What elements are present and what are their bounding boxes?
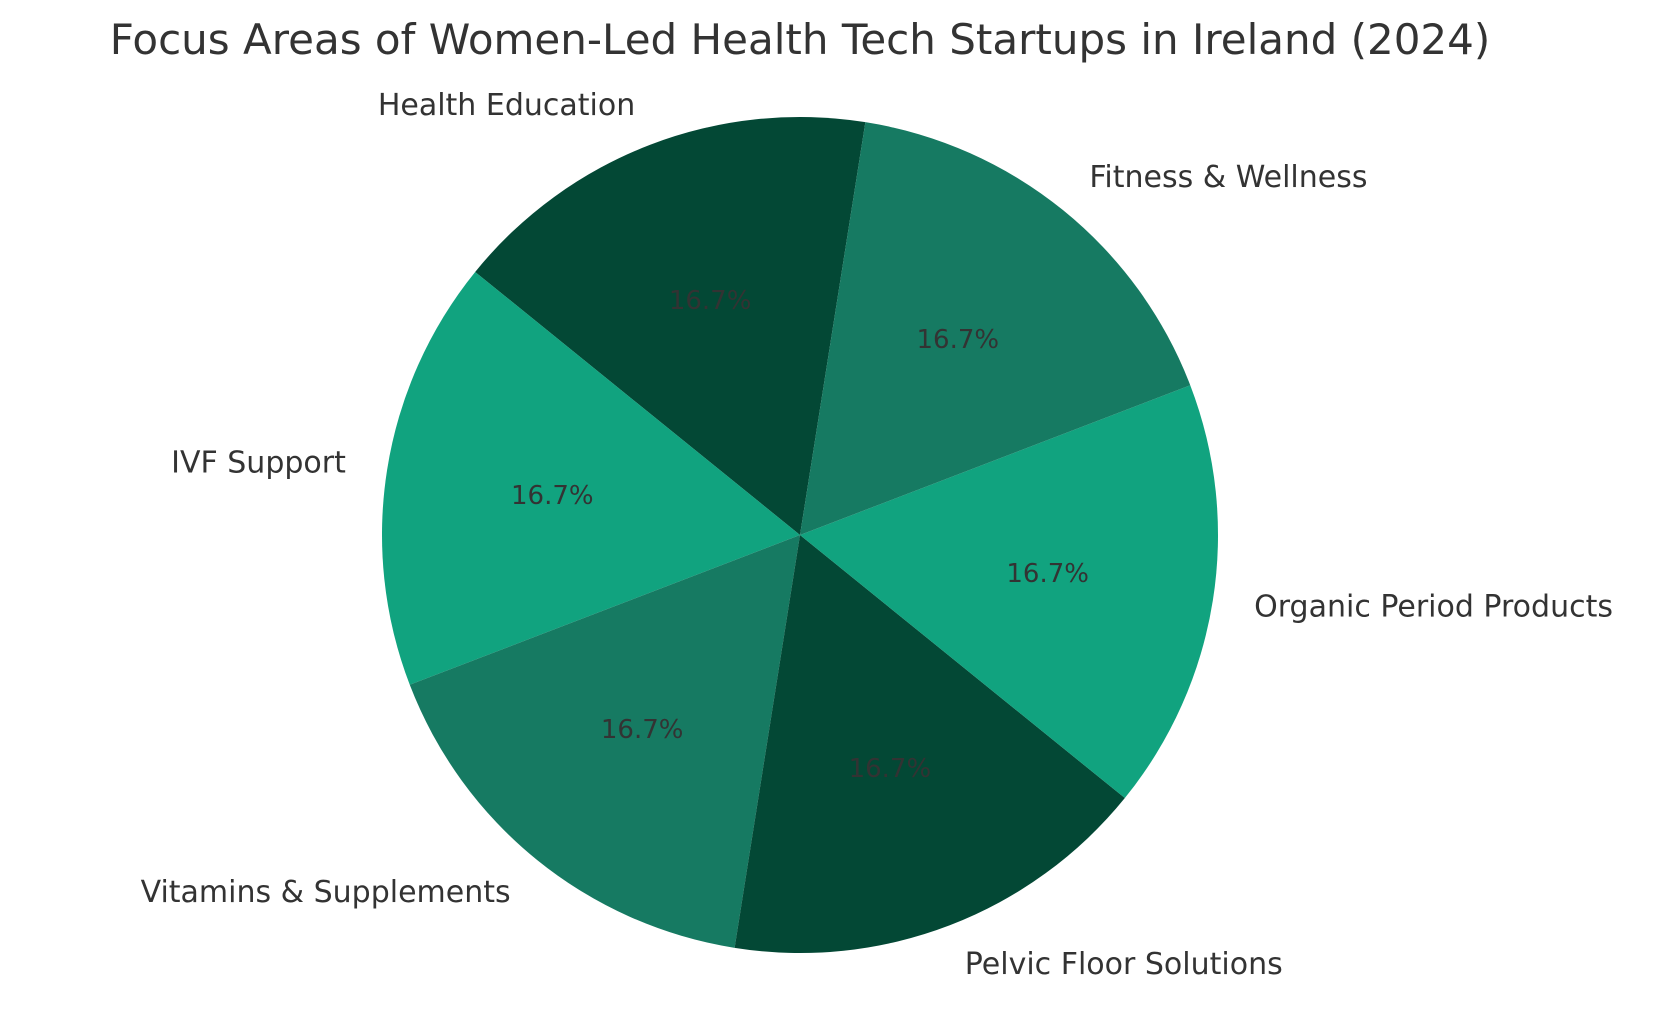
pie-slices: [381, 117, 1219, 953]
category-label-ivf-support: IVF Support: [171, 446, 346, 481]
category-label-health-education: Health Education: [378, 88, 635, 123]
percent-label-ivf-support: 16.7%: [511, 481, 594, 511]
percent-label-pelvic-floor-solutions: 16.7%: [849, 754, 932, 784]
pie-slice-fitness-and-wellness: [800, 122, 1191, 536]
percent-label-organic-period-products: 16.7%: [1006, 559, 1089, 589]
category-label-organic-period-products: Organic Period Products: [1254, 589, 1613, 624]
category-label-pelvic-floor-solutions: Pelvic Floor Solutions: [965, 947, 1283, 982]
percent-label-vitamins-and-supplements: 16.7%: [601, 715, 684, 745]
percent-label-health-education: 16.7%: [669, 286, 752, 316]
pie-slice-pelvic-floor-solutions: [734, 535, 1125, 953]
pie-slice-organic-period-products: [800, 385, 1219, 799]
percent-labels: 16.7% 16.7% 16.7% 16.7% 16.7% 16.7%: [511, 286, 1089, 784]
category-labels: Health Education IVF Support Vitamins & Su…: [141, 88, 1613, 982]
percent-label-fitness-and-wellness: 16.7%: [917, 325, 1000, 355]
category-label-fitness-and-wellness: Fitness & Wellness: [1089, 160, 1367, 195]
pie-slice-vitamins-and-supplements: [409, 535, 800, 948]
chart-title: Focus Areas of Women-Led Health Tech Sta…: [110, 15, 1491, 64]
category-label-vitamins-and-supplements: Vitamins & Supplements: [141, 875, 511, 910]
pie-slice-health-education: [475, 117, 866, 536]
pie-slice-ivf-support: [381, 271, 800, 685]
